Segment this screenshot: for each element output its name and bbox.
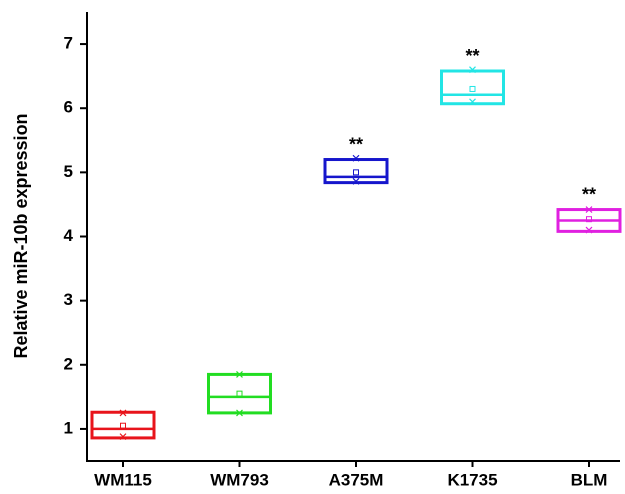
- max-marker: [119, 409, 127, 417]
- min-marker: [236, 409, 243, 417]
- y-axis-label: Relative miR-10b expression: [11, 113, 31, 358]
- mean-marker: [236, 390, 243, 397]
- x-tick-label: BLM: [571, 470, 608, 489]
- x-tick-label: A375M: [329, 470, 384, 489]
- mean-marker: [586, 216, 592, 223]
- y-tick-label: 7: [64, 34, 73, 53]
- max-marker: [469, 66, 476, 74]
- y-tick-label: 5: [64, 162, 73, 181]
- y-tick-label: 6: [64, 98, 73, 117]
- max-marker: [236, 370, 243, 378]
- x-tick-label: WM793: [210, 470, 269, 489]
- y-tick-label: 4: [64, 226, 74, 245]
- mean-marker: [353, 169, 359, 176]
- y-tick-label: 3: [64, 290, 73, 309]
- box: [207, 372, 272, 415]
- box: [440, 69, 505, 106]
- y-tick-label: 1: [64, 418, 73, 437]
- min-marker: [469, 98, 476, 106]
- min-marker: [585, 226, 593, 234]
- max-marker: [585, 206, 593, 213]
- max-marker: [352, 154, 360, 162]
- min-marker: [352, 177, 360, 185]
- annotation: **: [465, 46, 479, 66]
- x-tick-label: WM115: [94, 470, 152, 489]
- annotation: **: [349, 134, 363, 154]
- mean-marker: [120, 422, 126, 429]
- mean-marker: [469, 85, 476, 92]
- box: [90, 410, 156, 440]
- y-tick-label: 2: [64, 354, 73, 373]
- min-marker: [119, 433, 127, 441]
- annotation: **: [582, 184, 596, 204]
- x-tick-label: K1735: [447, 470, 497, 489]
- box: [323, 158, 389, 185]
